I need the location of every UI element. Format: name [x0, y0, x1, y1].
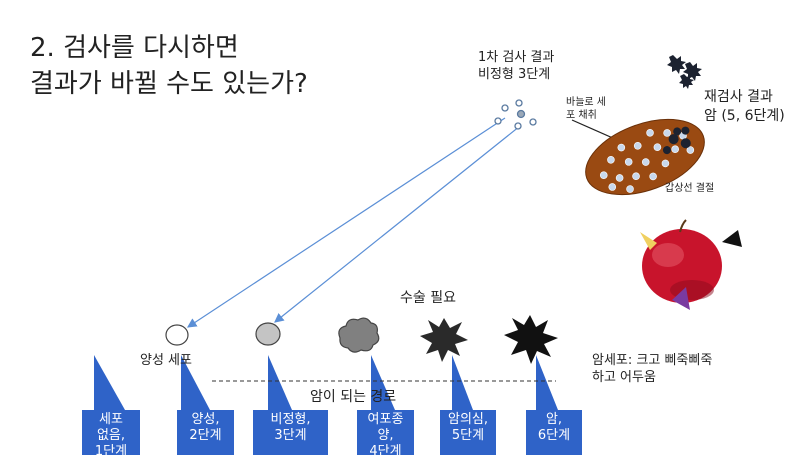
callout-pointer-1	[94, 355, 125, 410]
retest-result-label: 재검사 결과 암 (5, 6단계)	[704, 89, 785, 124]
stage-callout-4: 여포종 양, 4단계	[357, 410, 414, 455]
stage-callout-5: 암의심, 5단계	[440, 410, 496, 455]
cancer-cell-description: 암세포: 크고 삐죽삐죽 하고 어두움	[592, 353, 713, 385]
sampled-cells	[494, 99, 537, 130]
callout-pointer-5	[452, 355, 473, 410]
stage-callout-6: 암, 6단계	[526, 410, 582, 455]
surgery-needed-label: 수술 필요	[400, 290, 456, 306]
stage-callout-2: 양성, 2단계	[177, 410, 234, 455]
first-result-label: 1차 검사 결과 비정형 3단계	[478, 50, 555, 82]
arrow-to-benign	[186, 117, 506, 328]
page-title: 2. 검사를 다시하면 결과가 바뀔 수도 있는가?	[30, 33, 308, 99]
callout-pointer-3	[268, 355, 292, 410]
cell-icon-atypical	[255, 322, 281, 346]
cell-icon-benign	[165, 324, 189, 346]
cancer-cells-retest	[667, 55, 702, 89]
arrow-to-atypical	[274, 125, 521, 323]
cancer-path-label: 암이 되는 경로	[310, 389, 397, 405]
callout-pointer-4	[371, 355, 395, 410]
callout-pointer-6	[536, 355, 558, 410]
thyroid-nodule-graphic	[585, 118, 705, 196]
cell-icon-cancer	[504, 315, 558, 364]
callout-pointer-2	[181, 355, 210, 410]
needle-label: 바늘로 세 포 채취	[566, 97, 606, 121]
stage-callout-1: 세포 없음, 1단계	[82, 410, 140, 455]
cell-icon-suspicious	[420, 318, 468, 362]
apple-graphic	[640, 219, 742, 310]
thyroid-nodule-label: 갑상선 결절	[665, 183, 715, 194]
cell-icon-follicular	[338, 317, 380, 353]
stage-callout-3: 비정형, 3단계	[253, 410, 328, 455]
benign-cell-label: 양성 세포	[140, 353, 192, 368]
